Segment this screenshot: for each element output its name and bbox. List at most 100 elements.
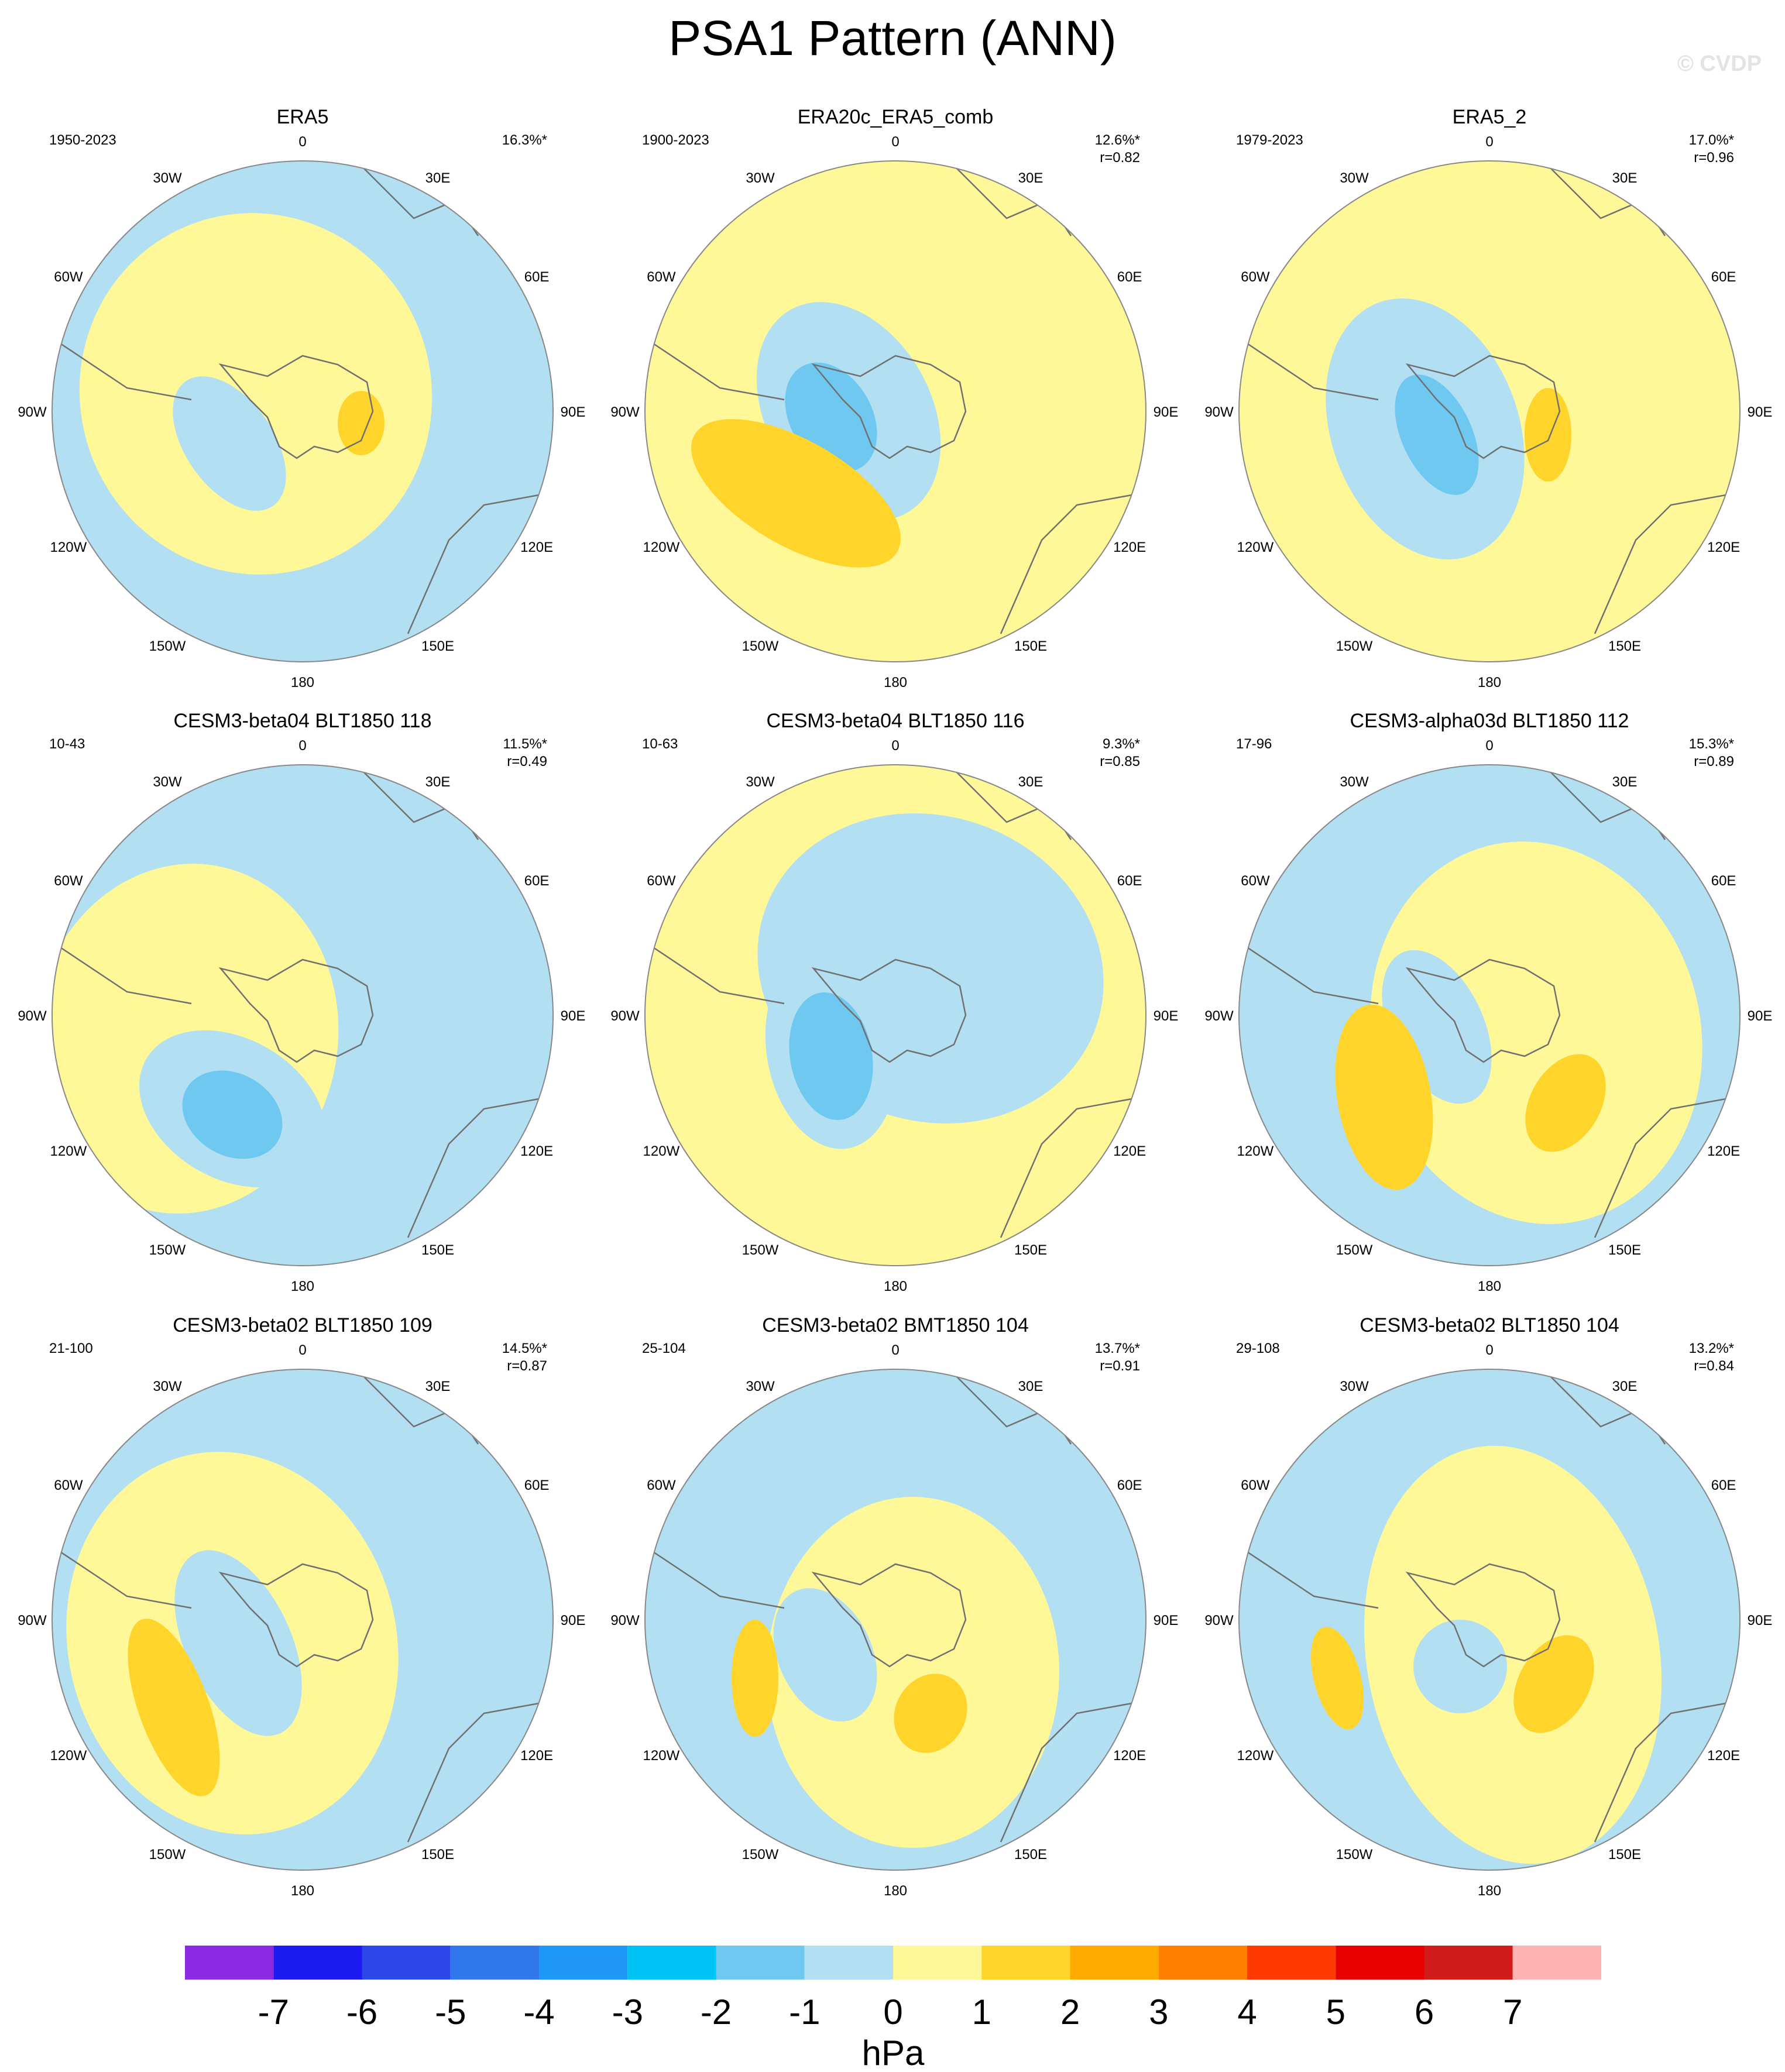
colorbar-tick-label: 7 bbox=[1503, 1992, 1522, 2032]
longitude-label: 0 bbox=[298, 1342, 306, 1358]
positive-anomaly bbox=[1370, 841, 1702, 1224]
panel-title: CESM3-beta04 BLT1850 118 bbox=[173, 710, 431, 732]
longitude-label: 90E bbox=[1154, 1613, 1179, 1628]
south-america-coastline bbox=[56, 944, 192, 1005]
longitude-label: 30W bbox=[746, 774, 775, 790]
longitude-label: 90E bbox=[561, 1008, 586, 1024]
longitude-label: 60E bbox=[1117, 1477, 1142, 1493]
explained-variance: 13.7%* bbox=[1095, 1341, 1140, 1356]
longitude-label: 150E bbox=[1014, 638, 1047, 654]
panel-title: CESM3-beta02 BMT1850 104 bbox=[762, 1314, 1028, 1336]
longitude-label: 60W bbox=[1241, 269, 1270, 285]
longitude-label: 120E bbox=[520, 1143, 553, 1159]
colorbar-swatch bbox=[1070, 1946, 1159, 1980]
longitude-label: 30W bbox=[1340, 170, 1369, 186]
south-america-coastline bbox=[1243, 1548, 1379, 1609]
longitude-label: 150E bbox=[1014, 1847, 1047, 1863]
colorbar-swatch bbox=[1336, 1946, 1424, 1980]
longitude-label: 180 bbox=[1478, 1883, 1501, 1899]
australia-coastline bbox=[1000, 1096, 1142, 1238]
longitude-label: 30W bbox=[153, 170, 182, 186]
longitude-label: 120W bbox=[1237, 1748, 1274, 1764]
longitude-label: 60W bbox=[54, 873, 83, 889]
colorbar-swatch bbox=[804, 1946, 893, 1980]
positive-anomaly bbox=[1525, 1054, 1606, 1152]
australia-coastline bbox=[1594, 492, 1736, 634]
map-panel: CESM3-beta02 BLT1850 109 21-100 14.5%* r=0.… bbox=[18, 1314, 585, 1899]
colorbar-tick-label: -1 bbox=[789, 1992, 820, 2032]
longitude-label: 60W bbox=[54, 1477, 83, 1493]
panel-title: ERA20c_ERA5_comb bbox=[798, 106, 994, 128]
longitude-label: 120W bbox=[50, 1748, 87, 1764]
negative-anomaly bbox=[789, 992, 873, 1121]
longitude-label: 0 bbox=[891, 738, 899, 754]
map-boundary bbox=[1238, 160, 1741, 662]
australia-coastline bbox=[1594, 1700, 1736, 1843]
longitude-label: 90W bbox=[18, 1613, 47, 1628]
longitude-label: 120W bbox=[643, 1748, 680, 1764]
longitude-label: 30E bbox=[425, 170, 451, 186]
positive-anomaly bbox=[1335, 1004, 1433, 1190]
longitude-label: 150E bbox=[1608, 1847, 1641, 1863]
australia-coastline bbox=[1000, 1700, 1142, 1843]
panel-title: CESM3-beta04 BLT1850 116 bbox=[766, 710, 1024, 732]
longitude-label: 0 bbox=[1485, 1342, 1493, 1358]
panel-title: CESM3-beta02 BLT1850 109 bbox=[173, 1314, 432, 1336]
longitude-label: 90E bbox=[1154, 1008, 1179, 1024]
longitude-label: 30W bbox=[153, 774, 182, 790]
positive-anomaly bbox=[128, 1619, 220, 1796]
longitude-label: 60E bbox=[1711, 269, 1736, 285]
negative-anomaly bbox=[773, 1588, 877, 1721]
colorbar: -7 -6 -5 -4 -3 -2 -1 0 1 2 3 4 5 6 7 hPa bbox=[185, 1946, 1601, 2072]
longitude-label: 150W bbox=[149, 638, 186, 654]
positive-anomaly bbox=[894, 1674, 967, 1753]
longitude-label: 150E bbox=[421, 1242, 454, 1258]
australia-coastline bbox=[407, 492, 549, 634]
longitude-label: 60W bbox=[54, 269, 83, 285]
longitude-label: 180 bbox=[1478, 675, 1501, 690]
longitude-label: 30E bbox=[1018, 774, 1043, 790]
panel-title: CESM3-beta02 BLT1850 104 bbox=[1360, 1314, 1619, 1336]
longitude-label: 0 bbox=[891, 134, 899, 150]
colorbar-swatch bbox=[1158, 1946, 1247, 1980]
longitude-label: 0 bbox=[298, 738, 306, 754]
negative-anomaly bbox=[173, 376, 286, 511]
longitude-label: 0 bbox=[891, 1342, 899, 1358]
longitude-label: 150W bbox=[149, 1242, 186, 1258]
longitude-label: 90E bbox=[1748, 404, 1773, 420]
longitude-label: 90W bbox=[1204, 1613, 1234, 1628]
longitude-label: 30W bbox=[746, 170, 775, 186]
map-boundary bbox=[1238, 764, 1741, 1266]
colorbar-tick-label: 2 bbox=[1060, 1992, 1080, 2032]
positive-anomaly bbox=[1525, 388, 1571, 482]
australia-coastline bbox=[407, 1700, 549, 1843]
colorbar-unit: hPa bbox=[862, 2033, 925, 2072]
longitude-label: 120E bbox=[1707, 1143, 1740, 1159]
map-boundary bbox=[644, 1369, 1146, 1871]
antarctica-coastline bbox=[1405, 1563, 1561, 1668]
longitude-label: 150W bbox=[1336, 638, 1373, 654]
map-panel: ERA20c_ERA5_comb 1900-2023 12.6%* r=0.82 0 30… bbox=[610, 106, 1178, 690]
antarctica-coastline bbox=[218, 355, 374, 459]
longitude-label: 150W bbox=[742, 1242, 779, 1258]
australia-coastline bbox=[407, 1096, 549, 1238]
colorbar-tick-label: -7 bbox=[258, 1992, 289, 2032]
map-boundary bbox=[52, 764, 554, 1266]
longitude-label: 120W bbox=[1237, 540, 1274, 555]
explained-variance: 13.2%* bbox=[1689, 1341, 1734, 1356]
panel-period: 29-108 bbox=[1236, 1341, 1280, 1356]
longitude-label: 180 bbox=[291, 1883, 314, 1899]
longitude-label: 30W bbox=[1340, 1379, 1369, 1394]
pattern-correlation: r=0.49 bbox=[507, 754, 547, 769]
panel-period: 10-63 bbox=[642, 736, 678, 752]
positive-anomaly bbox=[767, 1497, 1059, 1848]
colorbar-tick-label: 1 bbox=[972, 1992, 991, 2032]
longitude-label: 90W bbox=[610, 404, 640, 420]
longitude-label: 60E bbox=[1117, 269, 1142, 285]
pattern-correlation: r=0.91 bbox=[1100, 1358, 1140, 1374]
panel-period: 1950-2023 bbox=[49, 132, 116, 148]
longitude-label: 30W bbox=[746, 1379, 775, 1394]
antarctica-coastline bbox=[811, 355, 967, 459]
map-boundary bbox=[1238, 1369, 1741, 1871]
